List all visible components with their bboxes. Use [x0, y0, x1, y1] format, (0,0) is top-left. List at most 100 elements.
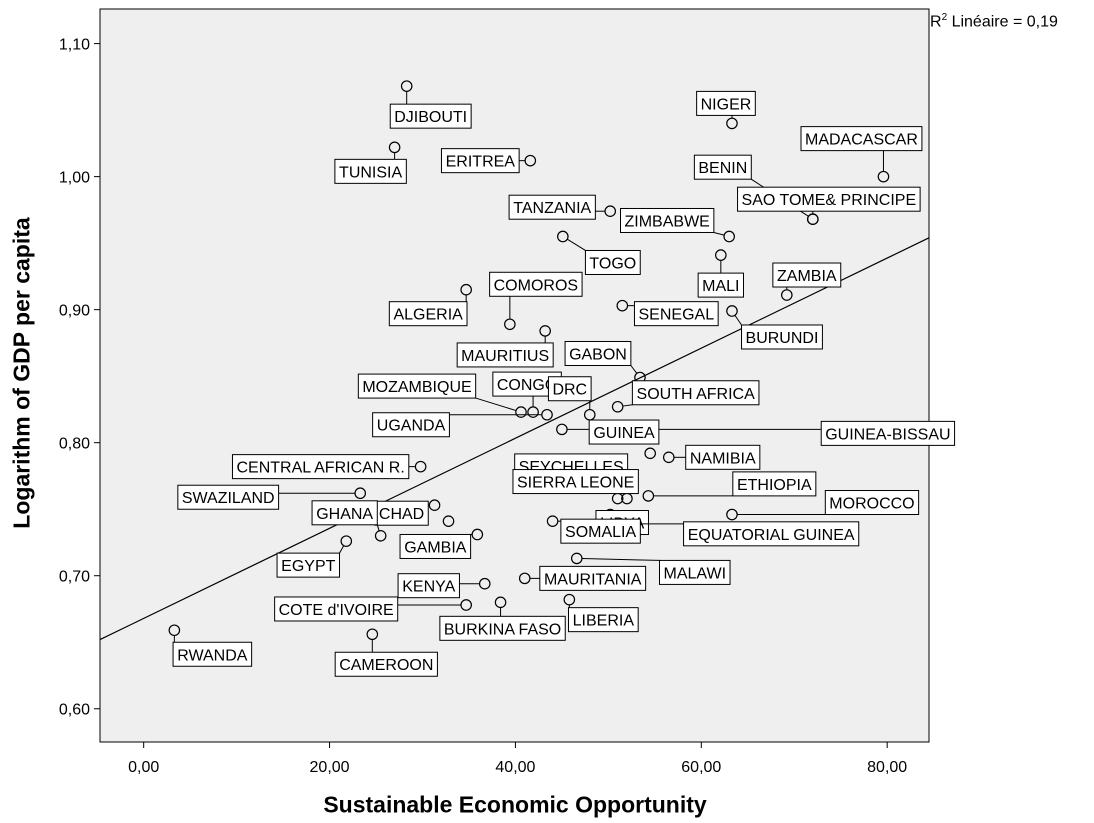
label-leader [713, 231, 725, 236]
point-label: GAMBIA [404, 539, 467, 556]
point-label: GUINEA [593, 425, 655, 442]
data-point [460, 283, 472, 296]
y-axis-label: Logarithm of GDP per capita [8, 217, 35, 529]
point-label-box [824, 490, 920, 516]
r2-prefix: R [930, 13, 942, 31]
label-leader [734, 314, 742, 326]
label-leader [566, 238, 586, 251]
point-label-box [633, 301, 719, 327]
point-label-box [397, 573, 460, 599]
point-label-box [567, 607, 639, 633]
y-tick-label: 0,70 [59, 569, 90, 586]
point-label-box [274, 596, 399, 622]
point-label-box [311, 500, 378, 526]
point-label-box [732, 471, 817, 497]
data-point [570, 552, 583, 565]
point-label: EGYPT [281, 558, 335, 575]
point-label: COMOROS [494, 277, 578, 294]
point-label: TANZANIA [513, 200, 591, 217]
point-label-box [374, 500, 429, 526]
point-label-box [696, 90, 756, 116]
data-point [374, 530, 387, 542]
point-label-box [334, 158, 407, 184]
point-label: DJIBOUTI [394, 109, 467, 126]
point-label-box [440, 148, 520, 174]
point-label: BENIN [698, 160, 747, 177]
point-label-box [439, 615, 566, 641]
point-label-box [489, 271, 583, 297]
point-label: GUINEA-BISSAU [825, 426, 950, 443]
y-tick-label: 0,90 [59, 303, 90, 320]
label-leader [339, 545, 345, 554]
point-label-box [389, 103, 472, 129]
r2-sup: 2 [941, 12, 948, 23]
point-label: DRC [552, 382, 587, 399]
point-label: ETHIOPIA [737, 477, 812, 494]
point-label-box [741, 324, 823, 350]
data-point [539, 325, 551, 337]
data-point [611, 400, 624, 413]
r2-suffix: Linéaire = 0,19 [947, 13, 1058, 31]
point-label-box [177, 484, 280, 510]
point-label-box [659, 559, 731, 585]
label-leader [475, 397, 517, 412]
point-label-box [388, 301, 468, 327]
x-tick-label: 60,00 [681, 759, 721, 776]
point-label: MOROCCO [829, 496, 914, 513]
point-label: RWANDA [177, 647, 248, 664]
point-label-box [820, 420, 956, 446]
label-leader [622, 404, 633, 407]
point-label: SAO TOME& PRINCIPE [742, 192, 917, 209]
point-label-box [588, 419, 660, 445]
point-label: MOZAMBIQUE [362, 379, 471, 396]
point-label: SWAZILAND [182, 490, 275, 507]
point-label: ERITREA [446, 154, 516, 171]
point-label: SOMALIA [565, 524, 636, 541]
point-label: EQUATORIAL GUINEA [688, 527, 855, 544]
point-label-box [508, 194, 596, 220]
point-label: ZAMBIA [777, 268, 837, 285]
point-label-box [172, 641, 253, 667]
point-label: BURKINA FASO [444, 621, 561, 638]
point-label-box [584, 249, 641, 275]
data-point [644, 447, 656, 460]
data-point [340, 535, 353, 547]
x-tick-label: 80,00 [867, 759, 907, 776]
point-label-box [357, 373, 477, 399]
point-label: ZIMBABWE [625, 213, 710, 230]
point-label: MADACASCAR [805, 132, 918, 149]
data-point [442, 515, 455, 527]
point-label: COTE d'IVOIRE [279, 602, 394, 619]
x-axis-label: Sustainable Economic Opportunity [323, 791, 707, 818]
point-label: TOGO [589, 255, 636, 272]
label-leader [581, 558, 660, 561]
point-label: SENEGAL [639, 307, 715, 324]
point-label-box [512, 469, 639, 495]
x-tick-label: 20,00 [310, 759, 350, 776]
point-label-box [276, 552, 341, 578]
point-label-box [560, 518, 641, 544]
point-label-box [399, 533, 472, 559]
point-label: GABON [569, 346, 627, 363]
point-label: CONGO [497, 377, 557, 394]
point-label: LIBERIA [573, 613, 635, 630]
point-label-box [372, 412, 450, 438]
point-label: MALAWI [664, 565, 727, 582]
point-label-box [564, 340, 632, 366]
point-label: CAMEROON [339, 657, 433, 674]
point-label-box [456, 342, 554, 368]
point-label-box [683, 521, 860, 547]
data-point [723, 230, 735, 243]
point-label-box [547, 376, 592, 402]
y-tick-label: 1,00 [59, 170, 90, 187]
point-label: MAURITANIA [544, 571, 642, 588]
point-label-box [334, 651, 438, 677]
point-label-box [685, 444, 761, 470]
y-tick-label: 0,80 [59, 436, 90, 453]
label-leader [630, 365, 638, 374]
data-point [388, 141, 401, 154]
point-label: BURUNDI [746, 330, 819, 347]
data-point [877, 170, 890, 183]
point-label: ALGERIA [393, 307, 463, 324]
point-label: TUNISIA [339, 164, 402, 181]
